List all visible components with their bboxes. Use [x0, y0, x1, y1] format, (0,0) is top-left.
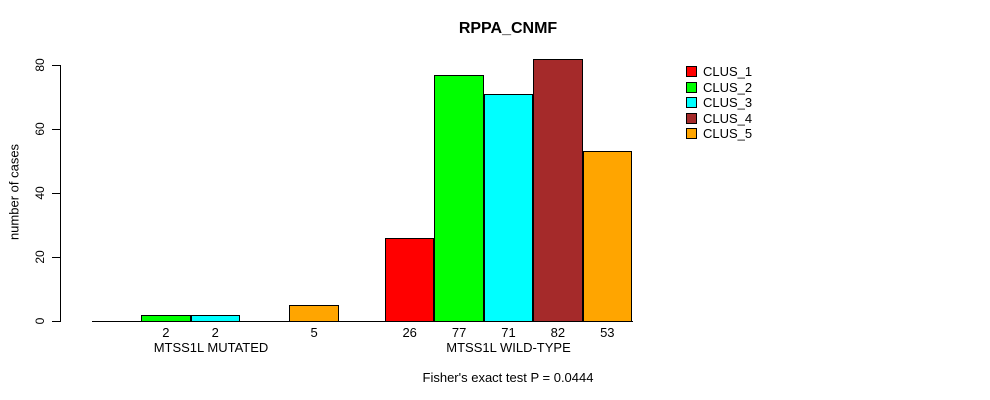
x-category-label: MTSS1L WILD-TYPE	[446, 340, 571, 355]
x-category-label: MTSS1L MUTATED	[153, 340, 269, 355]
bar-clus_2	[141, 314, 191, 322]
footnote: Fisher's exact test P = 0.0444	[422, 370, 594, 385]
legend-swatch-clus_3	[686, 97, 697, 109]
bar-value-label: 53	[600, 325, 615, 340]
chart-title: RPPA_CNMF	[458, 20, 558, 37]
bar-clus_5	[582, 151, 632, 322]
y-tick-label: 80	[33, 58, 47, 72]
bar-clus_5	[289, 305, 339, 322]
legend-swatch-clus_1	[686, 66, 697, 78]
x-axis-baseline	[92, 321, 633, 322]
legend: CLUS_1 CLUS_2 CLUS_3 CLUS_4 CLUS_5	[686, 64, 752, 142]
bar-value-label: 71	[501, 325, 516, 340]
legend-swatch-clus_4	[686, 112, 697, 124]
y-axis-label: number of cases	[6, 143, 22, 241]
bar-value-label: 82	[550, 325, 566, 340]
bar-clus_2	[434, 74, 484, 322]
legend-item: CLUS_4	[686, 111, 752, 127]
legend-item: CLUS_1	[686, 64, 752, 80]
y-tick-mark	[52, 65, 60, 66]
y-tick-mark	[52, 193, 60, 194]
y-tick-mark	[52, 257, 60, 258]
bar-value-label: 2	[211, 325, 219, 340]
bar-value-label: 5	[310, 325, 318, 340]
y-tick-mark	[52, 129, 60, 130]
bar-clus_3	[483, 93, 534, 322]
legend-item: CLUS_3	[686, 95, 752, 111]
legend-swatch-clus_5	[686, 128, 697, 140]
legend-label: CLUS_4	[703, 110, 753, 126]
legend-item: CLUS_5	[686, 126, 752, 142]
y-tick-mark	[52, 321, 60, 322]
legend-label: CLUS_1	[703, 64, 753, 80]
legend-label: CLUS_5	[703, 126, 753, 142]
bar-value-label: 77	[451, 325, 467, 340]
y-tick-label: 40	[33, 186, 47, 200]
y-axis-line	[60, 65, 61, 322]
legend-swatch-clus_2	[686, 81, 697, 93]
bar-value-label: 26	[402, 325, 417, 340]
bar-value-label: 2	[162, 325, 170, 340]
legend-label: CLUS_2	[703, 79, 753, 95]
y-tick-label: 60	[33, 122, 47, 136]
bar-clus_4	[533, 58, 583, 322]
y-tick-label: 20	[33, 250, 47, 264]
y-tick-label: 0	[33, 317, 47, 325]
bar-clus_3	[190, 314, 240, 322]
legend-label: CLUS_3	[703, 95, 753, 111]
bar-clus_1	[385, 237, 435, 322]
legend-item: CLUS_2	[686, 80, 752, 96]
